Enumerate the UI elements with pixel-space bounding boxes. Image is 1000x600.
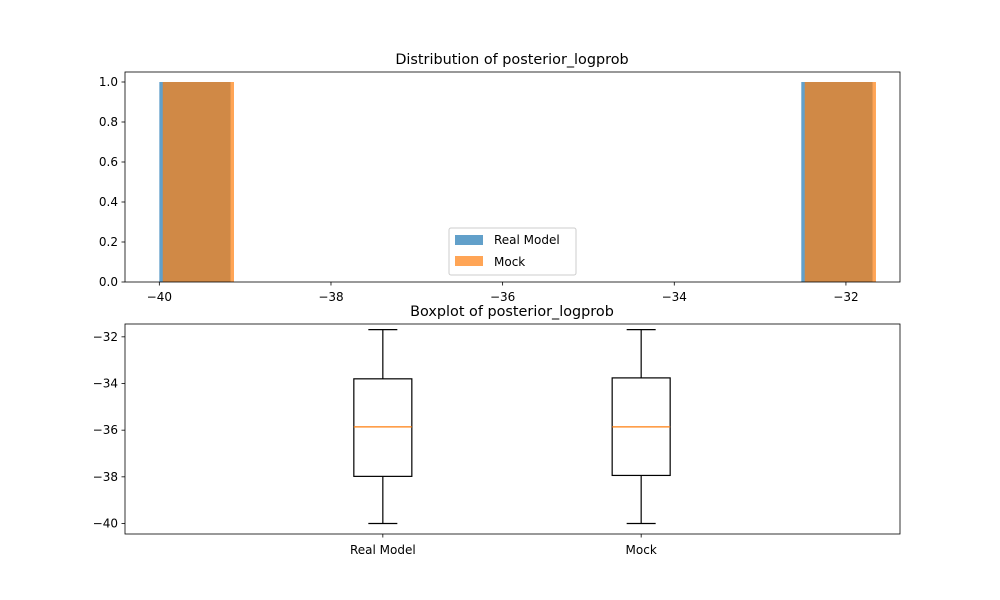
boxplot-title: Boxplot of posterior_logprob xyxy=(410,304,614,320)
histogram-bar-mock-1 xyxy=(804,82,876,282)
histogram-y-tick-label: 1.0 xyxy=(99,75,118,89)
boxplot-y-tick-label: −32 xyxy=(93,330,118,344)
histogram-title: Distribution of posterior_logprob xyxy=(395,52,628,68)
histogram-y-tick-label: 0.6 xyxy=(99,155,118,169)
boxplot-iqr-box xyxy=(353,378,413,477)
boxplot-box-mock xyxy=(611,329,671,525)
boxplot-y-tick-label: −38 xyxy=(93,470,118,484)
boxplot-y-tick-label: −36 xyxy=(93,423,118,437)
histogram-x-tick-label: −34 xyxy=(662,290,687,304)
histogram-y-tick-label: 0.4 xyxy=(99,195,118,209)
histogram-bars xyxy=(159,82,876,282)
histogram-bar-mock-0 xyxy=(162,82,234,282)
boxplot-box-real-model xyxy=(353,329,413,525)
boxplot-x-tick-label: Mock xyxy=(626,543,657,557)
histogram-x-tick-label: −38 xyxy=(318,290,343,304)
histogram-axes-frame xyxy=(124,71,901,283)
boxplot-y-tick-label: −34 xyxy=(93,377,118,391)
boxplot-marks xyxy=(353,329,671,525)
boxplot-axes-frame xyxy=(124,323,901,535)
histogram-x-tick-label: −36 xyxy=(490,290,515,304)
histogram-y-tick-label: 0.8 xyxy=(99,115,118,129)
histogram-y-tick-label: 0.2 xyxy=(99,235,118,249)
legend-label-mock: Mock xyxy=(494,255,525,269)
legend-swatch-real-model xyxy=(455,235,483,245)
histogram-legend: Real Model Mock xyxy=(448,227,577,276)
histogram-x-tick-label: −32 xyxy=(833,290,858,304)
histogram-y-ticks: 0.0 0.2 0.4 0.6 0.8 1.0 xyxy=(99,75,125,289)
legend-label-real-model: Real Model xyxy=(494,233,560,247)
legend-swatch-mock xyxy=(455,256,483,266)
boxplot-x-ticks: Real Model Mock xyxy=(350,534,657,557)
boxplot-x-tick-label: Real Model xyxy=(350,543,416,557)
boxplot-panel: Boxplot of posterior_logprob Real Model M… xyxy=(93,304,901,557)
boxplot-y-ticks: −40 −38 −36 −34 −32 xyxy=(93,330,125,531)
histogram-x-tick-label: −40 xyxy=(147,290,172,304)
boxplot-y-tick-label: −40 xyxy=(93,517,118,531)
histogram-x-ticks: −40 −38 −36 −34 −32 xyxy=(147,282,859,304)
histogram-panel: Distribution of posterior_logprob −40 −38… xyxy=(99,52,901,304)
histogram-y-tick-label: 0.0 xyxy=(99,275,118,289)
